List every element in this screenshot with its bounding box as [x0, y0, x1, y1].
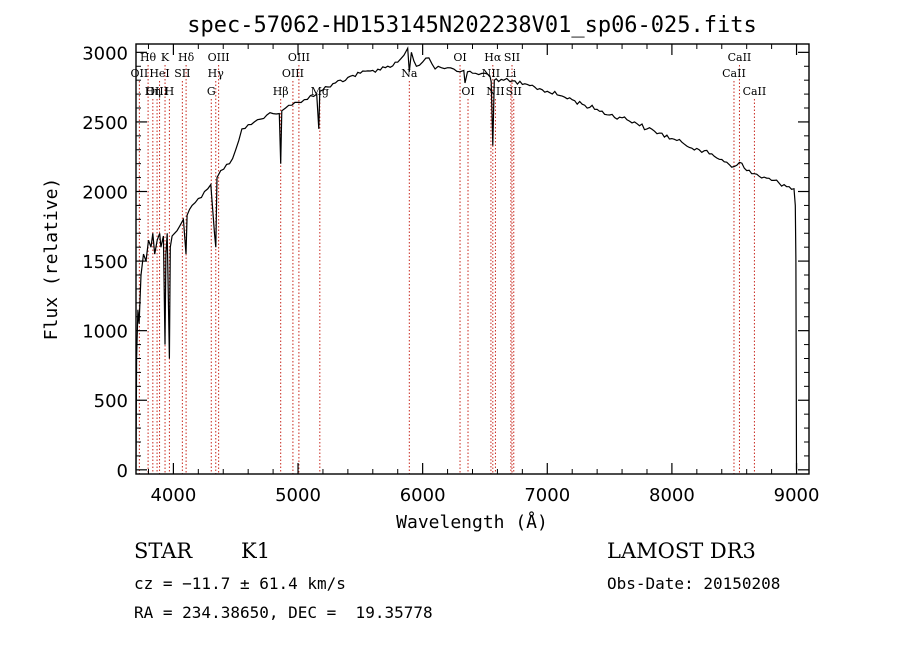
observation-date: Obs-Date: 20150208 [607, 574, 781, 593]
x-axis-ticks: 4000 5000 6000 7000 8000 9000 [147, 44, 820, 506]
spectral-line-label: OIII [208, 51, 230, 64]
spectral-line-label: OI [453, 51, 466, 64]
y-tick-label: 3000 [82, 43, 128, 64]
spectral-line-label: G [207, 85, 216, 98]
spectral-line-label: Hβ [273, 85, 289, 98]
plot-frame [135, 43, 810, 475]
y-tick-label: 1500 [82, 252, 128, 273]
chart-title: spec-57062-HD153145N202238V01_sp06-025.f… [187, 13, 757, 38]
y-tick-label: 0 [117, 461, 128, 482]
spectral-line-label: NII [482, 67, 500, 80]
x-tick-label: 9000 [774, 485, 820, 506]
spectral-line-label: NII [486, 85, 504, 98]
y-tick-label: 2500 [82, 113, 128, 134]
spectral-line-label: SII [174, 67, 190, 80]
spectral-line-label: CaII [743, 85, 767, 98]
spectrum-line [135, 46, 798, 470]
spectral-line-label: Hθ [140, 51, 157, 64]
spectral-line-markers [138, 65, 755, 474]
object-subclass: K1 [241, 539, 271, 563]
spectral-line-label: Hγ [208, 67, 225, 80]
spectral-line-label: OIII [288, 51, 310, 64]
spectral-line-label: OIII [282, 67, 304, 80]
survey-name: LAMOST DR3 [607, 539, 756, 563]
x-tick-label: 7000 [524, 485, 570, 506]
x-tick-label: 5000 [275, 485, 321, 506]
object-class: STAR [134, 539, 193, 563]
y-axis-label: Flux (relative) [41, 178, 62, 341]
y-tick-label: 500 [94, 391, 128, 412]
spectral-line-label: Hδ [178, 51, 195, 64]
spectral-line-label: HeI [149, 67, 169, 80]
x-axis-label: Wavelength (Å) [396, 511, 548, 533]
spectral-line-label: CaII [728, 51, 752, 64]
spectral-line-label: SII [504, 51, 520, 64]
sky-coordinates: RA = 234.38650, DEC = 19.35778 [134, 603, 433, 622]
spectral-line-label: Na [401, 67, 418, 80]
y-tick-label: 2000 [82, 183, 128, 204]
x-tick-label: 8000 [649, 485, 695, 506]
spectral-line-label: H [165, 85, 175, 98]
spectral-line-label: OIII [146, 85, 168, 98]
spectral-line-label: SII [506, 85, 522, 98]
y-tick-label: 1000 [82, 322, 128, 343]
spectral-line-label: OII [131, 67, 149, 80]
spectral-line-label: Hα [484, 51, 502, 64]
x-tick-label: 4000 [150, 485, 196, 506]
spectral-line-label: K [161, 51, 170, 64]
redshift-velocity: cz = −11.7 ± 61.4 km/s [134, 574, 346, 593]
spectral-line-label: OI [461, 85, 474, 98]
spectral-line-label: Li [505, 67, 516, 80]
y-axis-ticks: 0 500 1000 1500 2000 2500 3000 [82, 43, 809, 482]
spectral-line-label: Hη [145, 85, 161, 98]
spectral-line-label: CaII [722, 67, 746, 80]
x-tick-label: 6000 [400, 485, 446, 506]
